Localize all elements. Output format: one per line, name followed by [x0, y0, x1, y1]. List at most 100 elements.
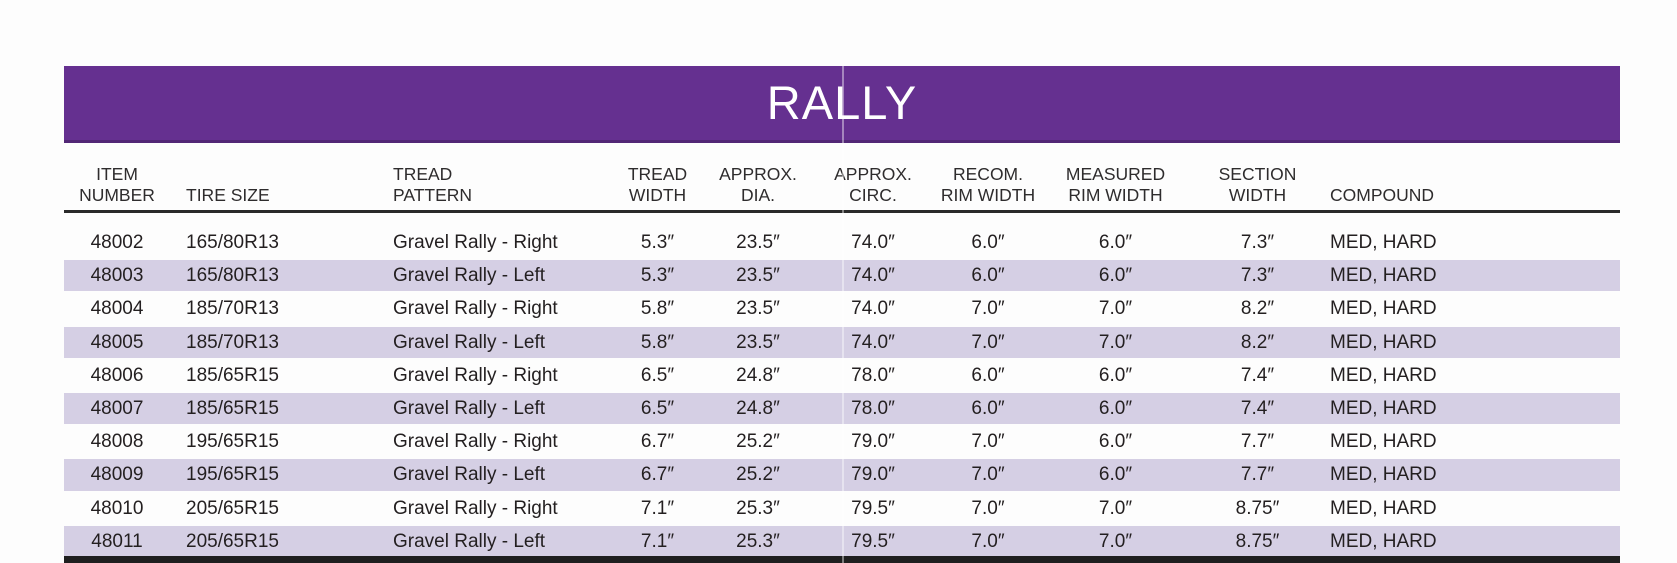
table-cell: 5.3″	[640, 265, 675, 287]
table-cell: 7.1″	[640, 497, 675, 519]
table-cell: 48006	[90, 364, 144, 386]
table-cell: 6.0″	[1098, 397, 1133, 419]
table-cell: 7.4″	[1240, 397, 1275, 419]
table-cell: 79.5″	[851, 530, 895, 552]
table-cell: 5.8″	[640, 331, 675, 353]
table-cell: 7.0″	[1098, 331, 1133, 353]
table-cell: MED, HARD	[1330, 497, 1437, 519]
column-header: RECOM. RIM WIDTH	[940, 164, 1036, 205]
table-row: 48006 185/65R15 Gravel Rally - Right 6.5″ 24…	[64, 359, 1620, 392]
table-cell: 74.0″	[851, 232, 895, 253]
column-header: COMPOUND	[1330, 184, 1435, 205]
table-cell: 78.0″	[851, 397, 895, 419]
table-body: 48002 165/80R13 Gravel Rally - Right 5.3″ 23…	[64, 226, 1620, 558]
table-cell: 6.0″	[971, 364, 1005, 386]
table-cell: MED, HARD	[1330, 298, 1437, 320]
table-row: 48003 165/80R13 Gravel Rally - Left 5.3″ 23.…	[64, 259, 1620, 293]
table-cell: 48009	[90, 464, 144, 486]
table-cell: 7.0″	[1098, 530, 1133, 552]
table-cell: 25.3″	[736, 530, 780, 552]
table-cell: 185/70R13	[186, 331, 279, 353]
column-header: APPROX. CIRC.	[834, 164, 912, 205]
table-row: 48008 195/65R15 Gravel Rally - Right 6.7″ 25…	[64, 425, 1620, 458]
table-cell: 48004	[90, 298, 144, 320]
table-cell: 48003	[90, 265, 144, 287]
table-cell: 48008	[90, 431, 144, 453]
table-cell: Gravel Rally - Left	[393, 265, 546, 287]
column-header: TREAD WIDTH	[627, 164, 688, 205]
table-cell: 185/65R15	[186, 397, 279, 419]
table-cell: 6.0″	[1098, 232, 1133, 253]
table-row: 48007 185/65R15 Gravel Rally - Left 6.5″ 24.…	[64, 391, 1620, 426]
table-row: 48005 185/70R13 Gravel Rally - Left 5.8″ 23.…	[64, 325, 1620, 359]
table-cell: 23.5″	[736, 331, 780, 353]
table-cell: 7.1″	[640, 530, 675, 552]
table-cell: 8.2″	[1240, 331, 1275, 353]
table-cell: 74.0″	[851, 265, 895, 287]
table-cell: Gravel Rally - Right	[393, 232, 558, 253]
section-header-bar: RALLY	[64, 66, 1620, 143]
table-cell: 205/65R15	[186, 530, 279, 552]
table-cell: 5.3″	[640, 232, 675, 253]
table-cell: 79.5″	[851, 497, 895, 519]
table-cell: Gravel Rally - Left	[393, 530, 546, 552]
table-cell: 48005	[90, 331, 144, 353]
table-cell: 74.0″	[851, 298, 895, 320]
table-cell: 48010	[90, 497, 144, 519]
table-cell: 5.8″	[640, 298, 675, 320]
table-cell: 6.0″	[1098, 464, 1133, 486]
table-cell: 7.0″	[971, 530, 1005, 552]
table-row: 48004 185/70R13 Gravel Rally - Right 5.8″ 23…	[64, 292, 1620, 325]
table-cell: 23.5″	[736, 232, 780, 253]
table-cell: 79.0″	[851, 464, 895, 486]
table-cell: 25.2″	[736, 431, 780, 453]
table-cell: 79.0″	[851, 431, 895, 453]
table-cell: 185/70R13	[186, 298, 279, 320]
table-cell: 7.0″	[971, 331, 1005, 353]
table-cell: 8.2″	[1240, 298, 1275, 320]
table-cell: 23.5″	[736, 265, 780, 287]
table-cell: 6.7″	[640, 431, 675, 453]
table-cell: Gravel Rally - Right	[393, 431, 558, 453]
table-cell: MED, HARD	[1330, 232, 1437, 253]
table-header-row: ITEM NUMBER TIRE SIZE TREAD PATTERN TREAD W…	[64, 148, 1620, 213]
table-cell: MED, HARD	[1330, 530, 1437, 552]
table-cell: 6.5″	[640, 364, 675, 386]
table-cell: 78.0″	[851, 364, 895, 386]
column-header: ITEM NUMBER	[79, 164, 155, 205]
table-cell: 7.7″	[1240, 431, 1275, 453]
table-cell: 48011	[91, 530, 143, 552]
table-cell: 7.3″	[1240, 232, 1275, 253]
table-cell: 6.0″	[1098, 431, 1133, 453]
table-cell: Gravel Rally - Left	[393, 397, 546, 419]
table-cell: 7.7″	[1240, 464, 1275, 486]
table-cell: 165/80R13	[186, 265, 279, 287]
table-cell: 24.8″	[736, 397, 780, 419]
table-cell: 6.0″	[971, 232, 1005, 253]
column-header: SECTION WIDTH	[1218, 164, 1297, 205]
table-cell: 185/65R15	[186, 364, 279, 386]
table-cell: Gravel Rally - Right	[393, 497, 558, 519]
table-cell: MED, HARD	[1330, 265, 1437, 287]
table-row: 48011 205/65R15 Gravel Rally - Left 7.1″ 25.…	[64, 524, 1620, 558]
column-header: TIRE SIZE	[186, 184, 270, 205]
table-cell: Gravel Rally - Left	[393, 331, 546, 353]
table-row: 48010 205/65R15 Gravel Rally - Right 7.1″ 25…	[64, 492, 1620, 525]
table-cell: 48002	[90, 232, 144, 253]
column-header: MEASURED RIM WIDTH	[1065, 164, 1166, 205]
table-cell: MED, HARD	[1330, 364, 1437, 386]
table-cell: 25.2″	[736, 464, 780, 486]
table-cell: 7.0″	[971, 464, 1005, 486]
table-cell: 7.0″	[971, 298, 1005, 320]
table-cell: 7.0″	[1098, 497, 1133, 519]
table-cell: 8.75″	[1235, 497, 1280, 519]
table-cell: MED, HARD	[1330, 331, 1437, 353]
table-cell: 195/65R15	[186, 464, 279, 486]
column-header: TREAD PATTERN	[393, 164, 473, 205]
table-cell: 195/65R15	[186, 431, 279, 453]
table-cell: Gravel Rally - Right	[393, 298, 558, 320]
table-cell: Gravel Rally - Right	[393, 364, 558, 386]
table-cell: MED, HARD	[1330, 431, 1437, 453]
table-cell: 7.0″	[1098, 298, 1133, 320]
